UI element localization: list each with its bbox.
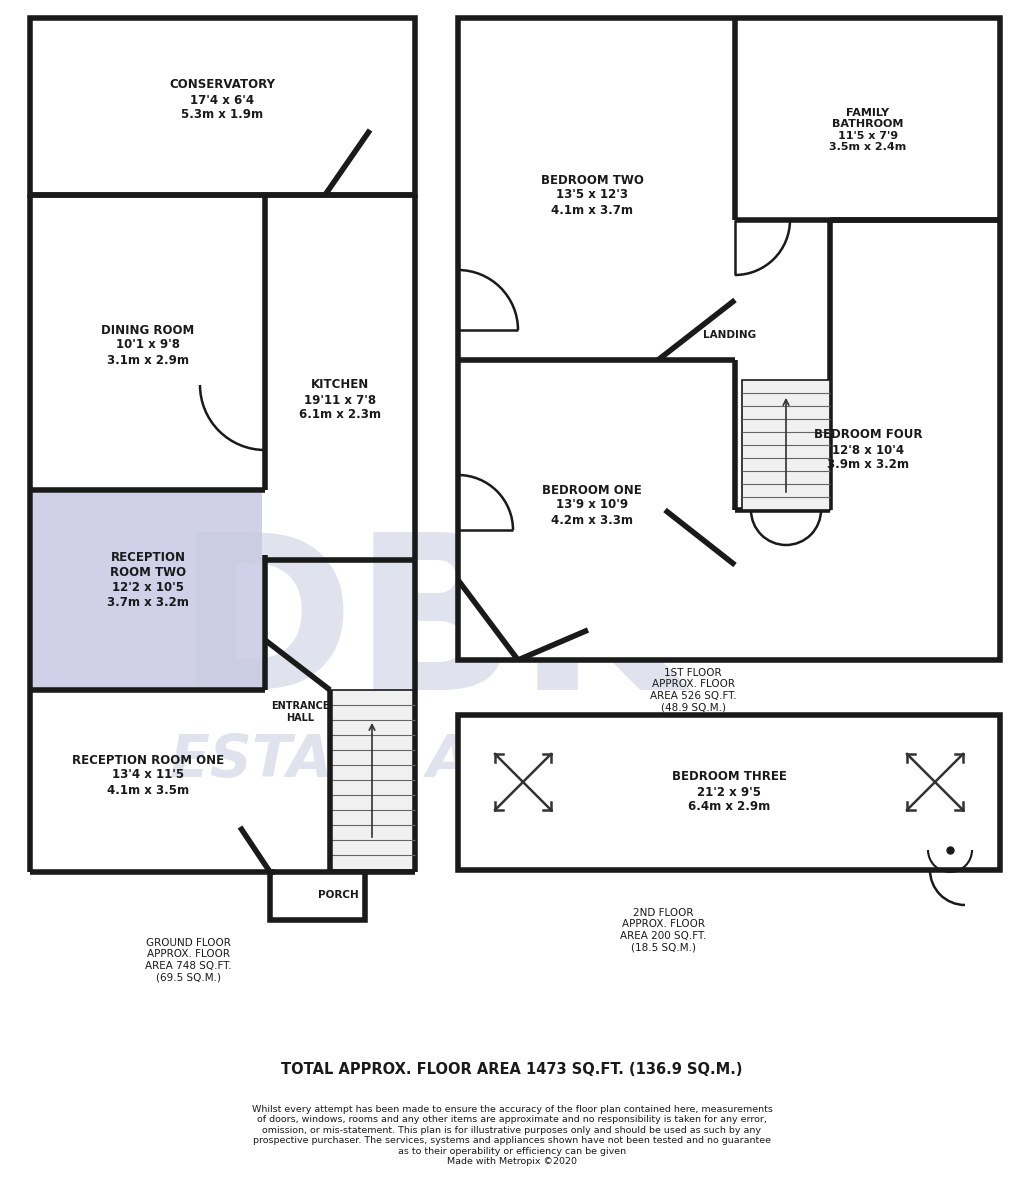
- Text: FAMILY
BATHROOM
11'5 x 7'9
3.5m x 2.4m: FAMILY BATHROOM 11'5 x 7'9 3.5m x 2.4m: [829, 107, 906, 153]
- Text: TOTAL APPROX. FLOOR AREA 1473 SQ.FT. (136.9 SQ.M.): TOTAL APPROX. FLOOR AREA 1473 SQ.FT. (13…: [282, 1063, 742, 1077]
- Text: ESTATE AGENTS: ESTATE AGENTS: [170, 732, 690, 788]
- Text: ENTRANCE
HALL: ENTRANCE HALL: [270, 701, 330, 722]
- Text: Whilst every attempt has been made to ensure the accuracy of the floor plan cont: Whilst every attempt has been made to en…: [252, 1104, 772, 1167]
- Text: GROUND FLOOR
APPROX. FLOOR
AREA 748 SQ.FT.
(69.5 SQ.M.): GROUND FLOOR APPROX. FLOOR AREA 748 SQ.F…: [145, 937, 231, 983]
- Bar: [742, 380, 830, 510]
- Text: RECEPTION
ROOM TWO
12'2 x 10'5
3.7m x 3.2m: RECEPTION ROOM TWO 12'2 x 10'5 3.7m x 3.…: [108, 550, 189, 609]
- Bar: [33, 493, 262, 690]
- Text: BEDROOM THREE
21'2 x 9'5
6.4m x 2.9m: BEDROOM THREE 21'2 x 9'5 6.4m x 2.9m: [672, 770, 786, 813]
- Text: BEDROOM FOUR
12'8 x 10'4
3.9m x 3.2m: BEDROOM FOUR 12'8 x 10'4 3.9m x 3.2m: [814, 429, 923, 472]
- Text: KITCHEN
19'11 x 7'8
6.1m x 2.3m: KITCHEN 19'11 x 7'8 6.1m x 2.3m: [299, 378, 381, 421]
- Text: LANDING: LANDING: [703, 330, 757, 340]
- Text: RECEPTION ROOM ONE
13'4 x 11'5
4.1m x 3.5m: RECEPTION ROOM ONE 13'4 x 11'5 4.1m x 3.…: [72, 753, 224, 796]
- Text: PORCH: PORCH: [317, 890, 358, 900]
- Text: BEDROOM TWO
13'5 x 12'3
4.1m x 3.7m: BEDROOM TWO 13'5 x 12'3 4.1m x 3.7m: [541, 173, 643, 216]
- Text: BEDROOM ONE
13'9 x 10'9
4.2m x 3.3m: BEDROOM ONE 13'9 x 10'9 4.2m x 3.3m: [542, 484, 642, 527]
- Text: DINING ROOM
10'1 x 9'8
3.1m x 2.9m: DINING ROOM 10'1 x 9'8 3.1m x 2.9m: [101, 324, 195, 367]
- Bar: [458, 715, 1000, 870]
- Bar: [270, 872, 365, 921]
- Bar: [33, 493, 262, 687]
- Bar: [330, 690, 415, 870]
- Bar: [30, 18, 415, 195]
- Text: 1ST FLOOR
APPROX. FLOOR
AREA 526 SQ.FT.
(48.9 SQ.M.): 1ST FLOOR APPROX. FLOOR AREA 526 SQ.FT. …: [650, 667, 736, 713]
- Bar: [458, 18, 1000, 660]
- Text: DBK: DBK: [175, 525, 685, 734]
- Text: 2ND FLOOR
APPROX. FLOOR
AREA 200 SQ.FT.
(18.5 SQ.M.): 2ND FLOOR APPROX. FLOOR AREA 200 SQ.FT. …: [620, 907, 707, 953]
- Text: CONSERVATORY
17'4 x 6'4
5.3m x 1.9m: CONSERVATORY 17'4 x 6'4 5.3m x 1.9m: [169, 79, 275, 122]
